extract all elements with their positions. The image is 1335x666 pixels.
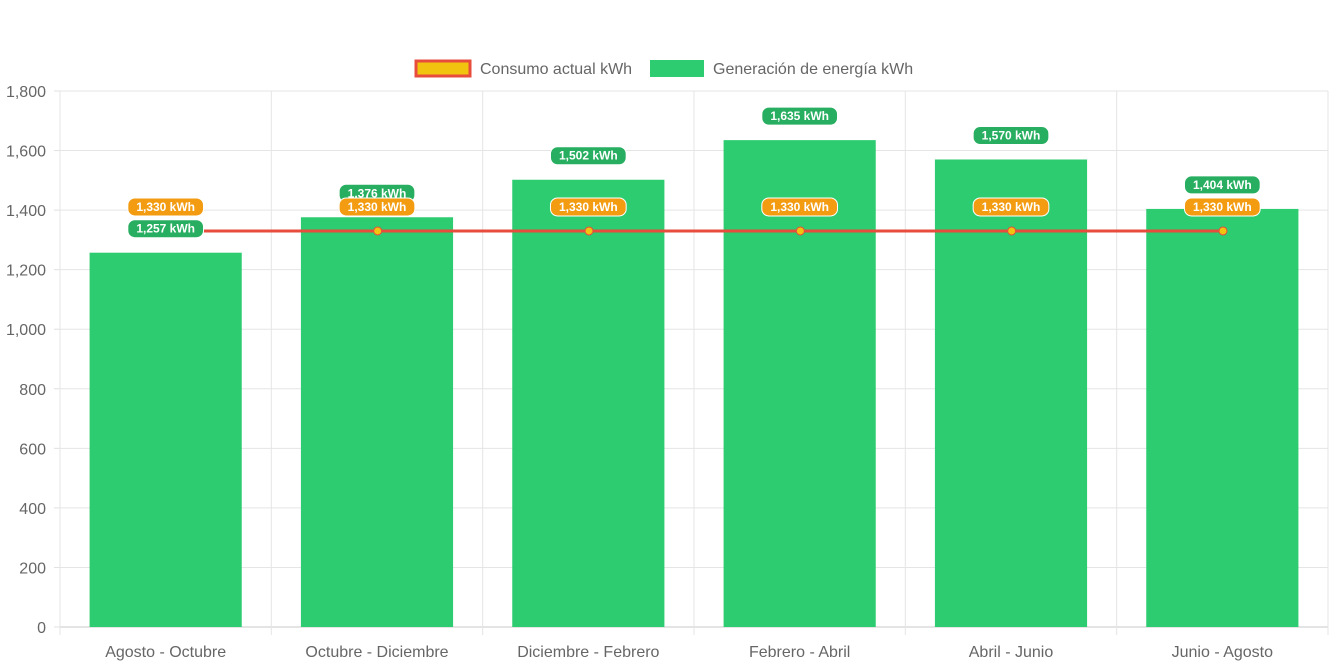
legend-item-consumo[interactable]: Consumo actual kWh — [414, 59, 632, 78]
y-tick-label: 1,800 — [6, 84, 46, 101]
grid-lines — [54, 90, 1329, 635]
line-data-label-text: 1,330 kWh — [1193, 200, 1252, 214]
line-point-consumo — [373, 226, 383, 236]
line-data-label: 1,330 kWh — [338, 197, 416, 217]
line-data-label-bg — [338, 197, 416, 217]
y-tick-label: 600 — [19, 441, 46, 458]
bar-generacion — [512, 179, 665, 627]
line-data-label: 1,330 kWh — [127, 197, 205, 217]
line-data-label: 1,330 kWh — [1183, 197, 1261, 217]
bar-data-label: 1,570 kWh — [972, 125, 1050, 145]
bar-generacion — [934, 159, 1088, 627]
axes: 0 200 400 600 800 1,000 1,200 1,400 1,600 1,800 Ag… — [6, 84, 1273, 661]
x-tick-label: Diciembre - Febrero — [517, 644, 659, 661]
bar-data-label-bg — [549, 146, 627, 166]
line-data-label-bg — [127, 197, 205, 217]
legend-label-generacion: Generación de energía kWh — [713, 61, 913, 78]
bar-data-label-bg — [127, 219, 205, 239]
line-data-label-bg — [761, 197, 839, 217]
legend-swatch-generacion — [650, 60, 704, 77]
bar-data-label-text: 1,570 kWh — [982, 128, 1041, 142]
bar-generacion — [89, 252, 242, 627]
legend: Consumo actual kWh Generación de energía … — [414, 59, 913, 78]
line-point-consumo — [1218, 226, 1228, 236]
y-tick-label: 800 — [19, 382, 46, 399]
line-data-label-bg — [549, 197, 627, 217]
y-tick-label: 1,200 — [6, 263, 46, 280]
bar-data-label-text: 1,404 kWh — [1193, 178, 1252, 192]
y-tick-label: 200 — [19, 560, 46, 577]
line-data-label-bg — [1183, 197, 1261, 217]
bar-data-label-text: 1,502 kWh — [559, 149, 618, 163]
x-tick-label: Octubre - Diciembre — [305, 644, 448, 661]
legend-label-consumo: Consumo actual kWh — [480, 61, 632, 78]
bar-data-label-bg — [1183, 175, 1261, 195]
line-data-label-text: 1,330 kWh — [770, 200, 829, 214]
bar-data-label-bg — [972, 125, 1050, 145]
legend-swatch-consumo — [414, 59, 472, 78]
bar-data-label-bg — [761, 106, 839, 126]
line-data-label: 1,330 kWh — [549, 197, 627, 217]
y-tick-label: 400 — [19, 501, 46, 518]
line-data-label-text: 1,330 kWh — [559, 200, 618, 214]
x-tick-label: Junio - Agosto — [1172, 644, 1274, 661]
y-tick-label: 0 — [37, 620, 46, 637]
data-labels: 1,257 kWh 1,376 kWh 1,502 kWh 1,635 kWh 1,57… — [127, 106, 1261, 239]
bar-data-label: 1,635 kWh — [761, 106, 839, 126]
line-point-consumo — [795, 226, 805, 236]
line-data-label: 1,330 kWh — [761, 197, 839, 217]
bar-generacion — [1146, 208, 1299, 628]
bar-generacion — [300, 217, 454, 627]
line-data-label-text: 1,330 kWh — [136, 200, 195, 214]
x-tick-label: Febrero - Abril — [749, 644, 850, 661]
x-tick-label: Agosto - Octubre — [105, 644, 226, 661]
bar-data-label-text: 1,257 kWh — [136, 222, 195, 236]
line-point-consumo — [1007, 226, 1017, 236]
bar-data-label-text: 1,635 kWh — [770, 109, 829, 123]
bar-data-label: 1,502 kWh — [549, 146, 627, 166]
line-series — [200, 226, 1228, 236]
line-data-label-text: 1,330 kWh — [348, 200, 407, 214]
x-tick-label: Abril - Junio — [969, 644, 1054, 661]
bar-generacion — [723, 140, 876, 627]
bar-data-label: 1,404 kWh — [1183, 175, 1261, 195]
line-data-label-text: 1,330 kWh — [982, 200, 1041, 214]
bar-data-label: 1,257 kWh — [127, 219, 205, 239]
y-tick-label: 1,400 — [6, 203, 46, 220]
line-data-label: 1,330 kWh — [972, 197, 1050, 217]
bar-series — [89, 140, 1299, 628]
line-data-label-bg — [972, 197, 1050, 217]
y-tick-label: 1,000 — [6, 322, 46, 339]
y-tick-label: 1,600 — [6, 144, 46, 161]
legend-item-generacion[interactable]: Generación de energía kWh — [650, 60, 913, 78]
bar-data-label-text: 1,376 kWh — [348, 186, 407, 200]
line-point-consumo — [584, 226, 594, 236]
